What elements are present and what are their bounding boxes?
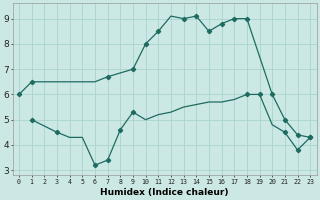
X-axis label: Humidex (Indice chaleur): Humidex (Indice chaleur) bbox=[100, 188, 229, 197]
